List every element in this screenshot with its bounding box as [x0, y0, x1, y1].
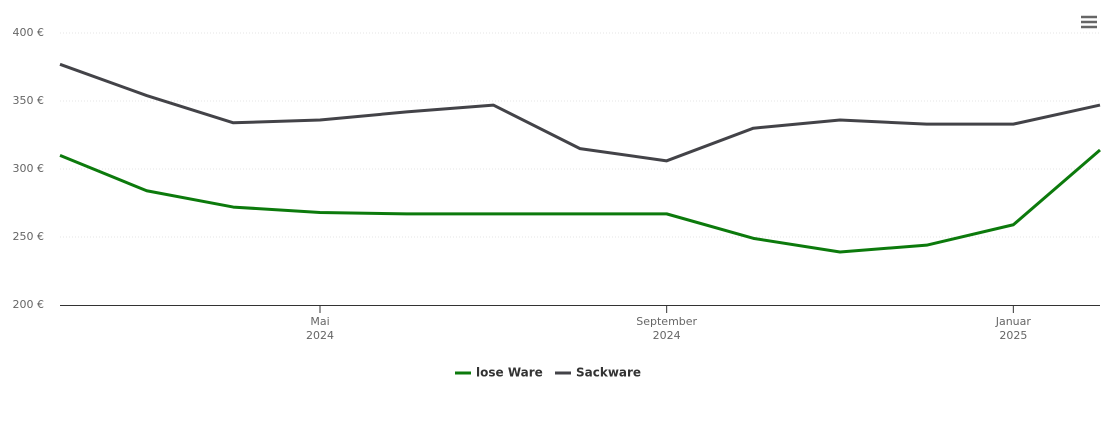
legend-item[interactable]: Sackware — [555, 366, 641, 380]
legend-item[interactable]: lose Ware — [455, 366, 543, 380]
y-tick-label: 200 € — [13, 298, 45, 311]
y-tick-label: 300 € — [13, 162, 45, 175]
x-tick-label: Januar 2025 — [995, 315, 1032, 342]
data-line — [59, 62, 1101, 163]
y-tick-label: 400 € — [13, 26, 45, 39]
legend-text: Sackware — [576, 366, 641, 380]
y-tick-label: 350 € — [13, 94, 45, 107]
x-tick-label: September 2024 — [636, 315, 697, 342]
menu-button[interactable] — [1078, 12, 1100, 32]
y-tick-label: 250 € — [13, 230, 45, 243]
x-tick-label: Mai 2024 — [306, 315, 334, 342]
legend-text: lose Ware — [476, 366, 543, 380]
data-line — [59, 148, 1101, 254]
